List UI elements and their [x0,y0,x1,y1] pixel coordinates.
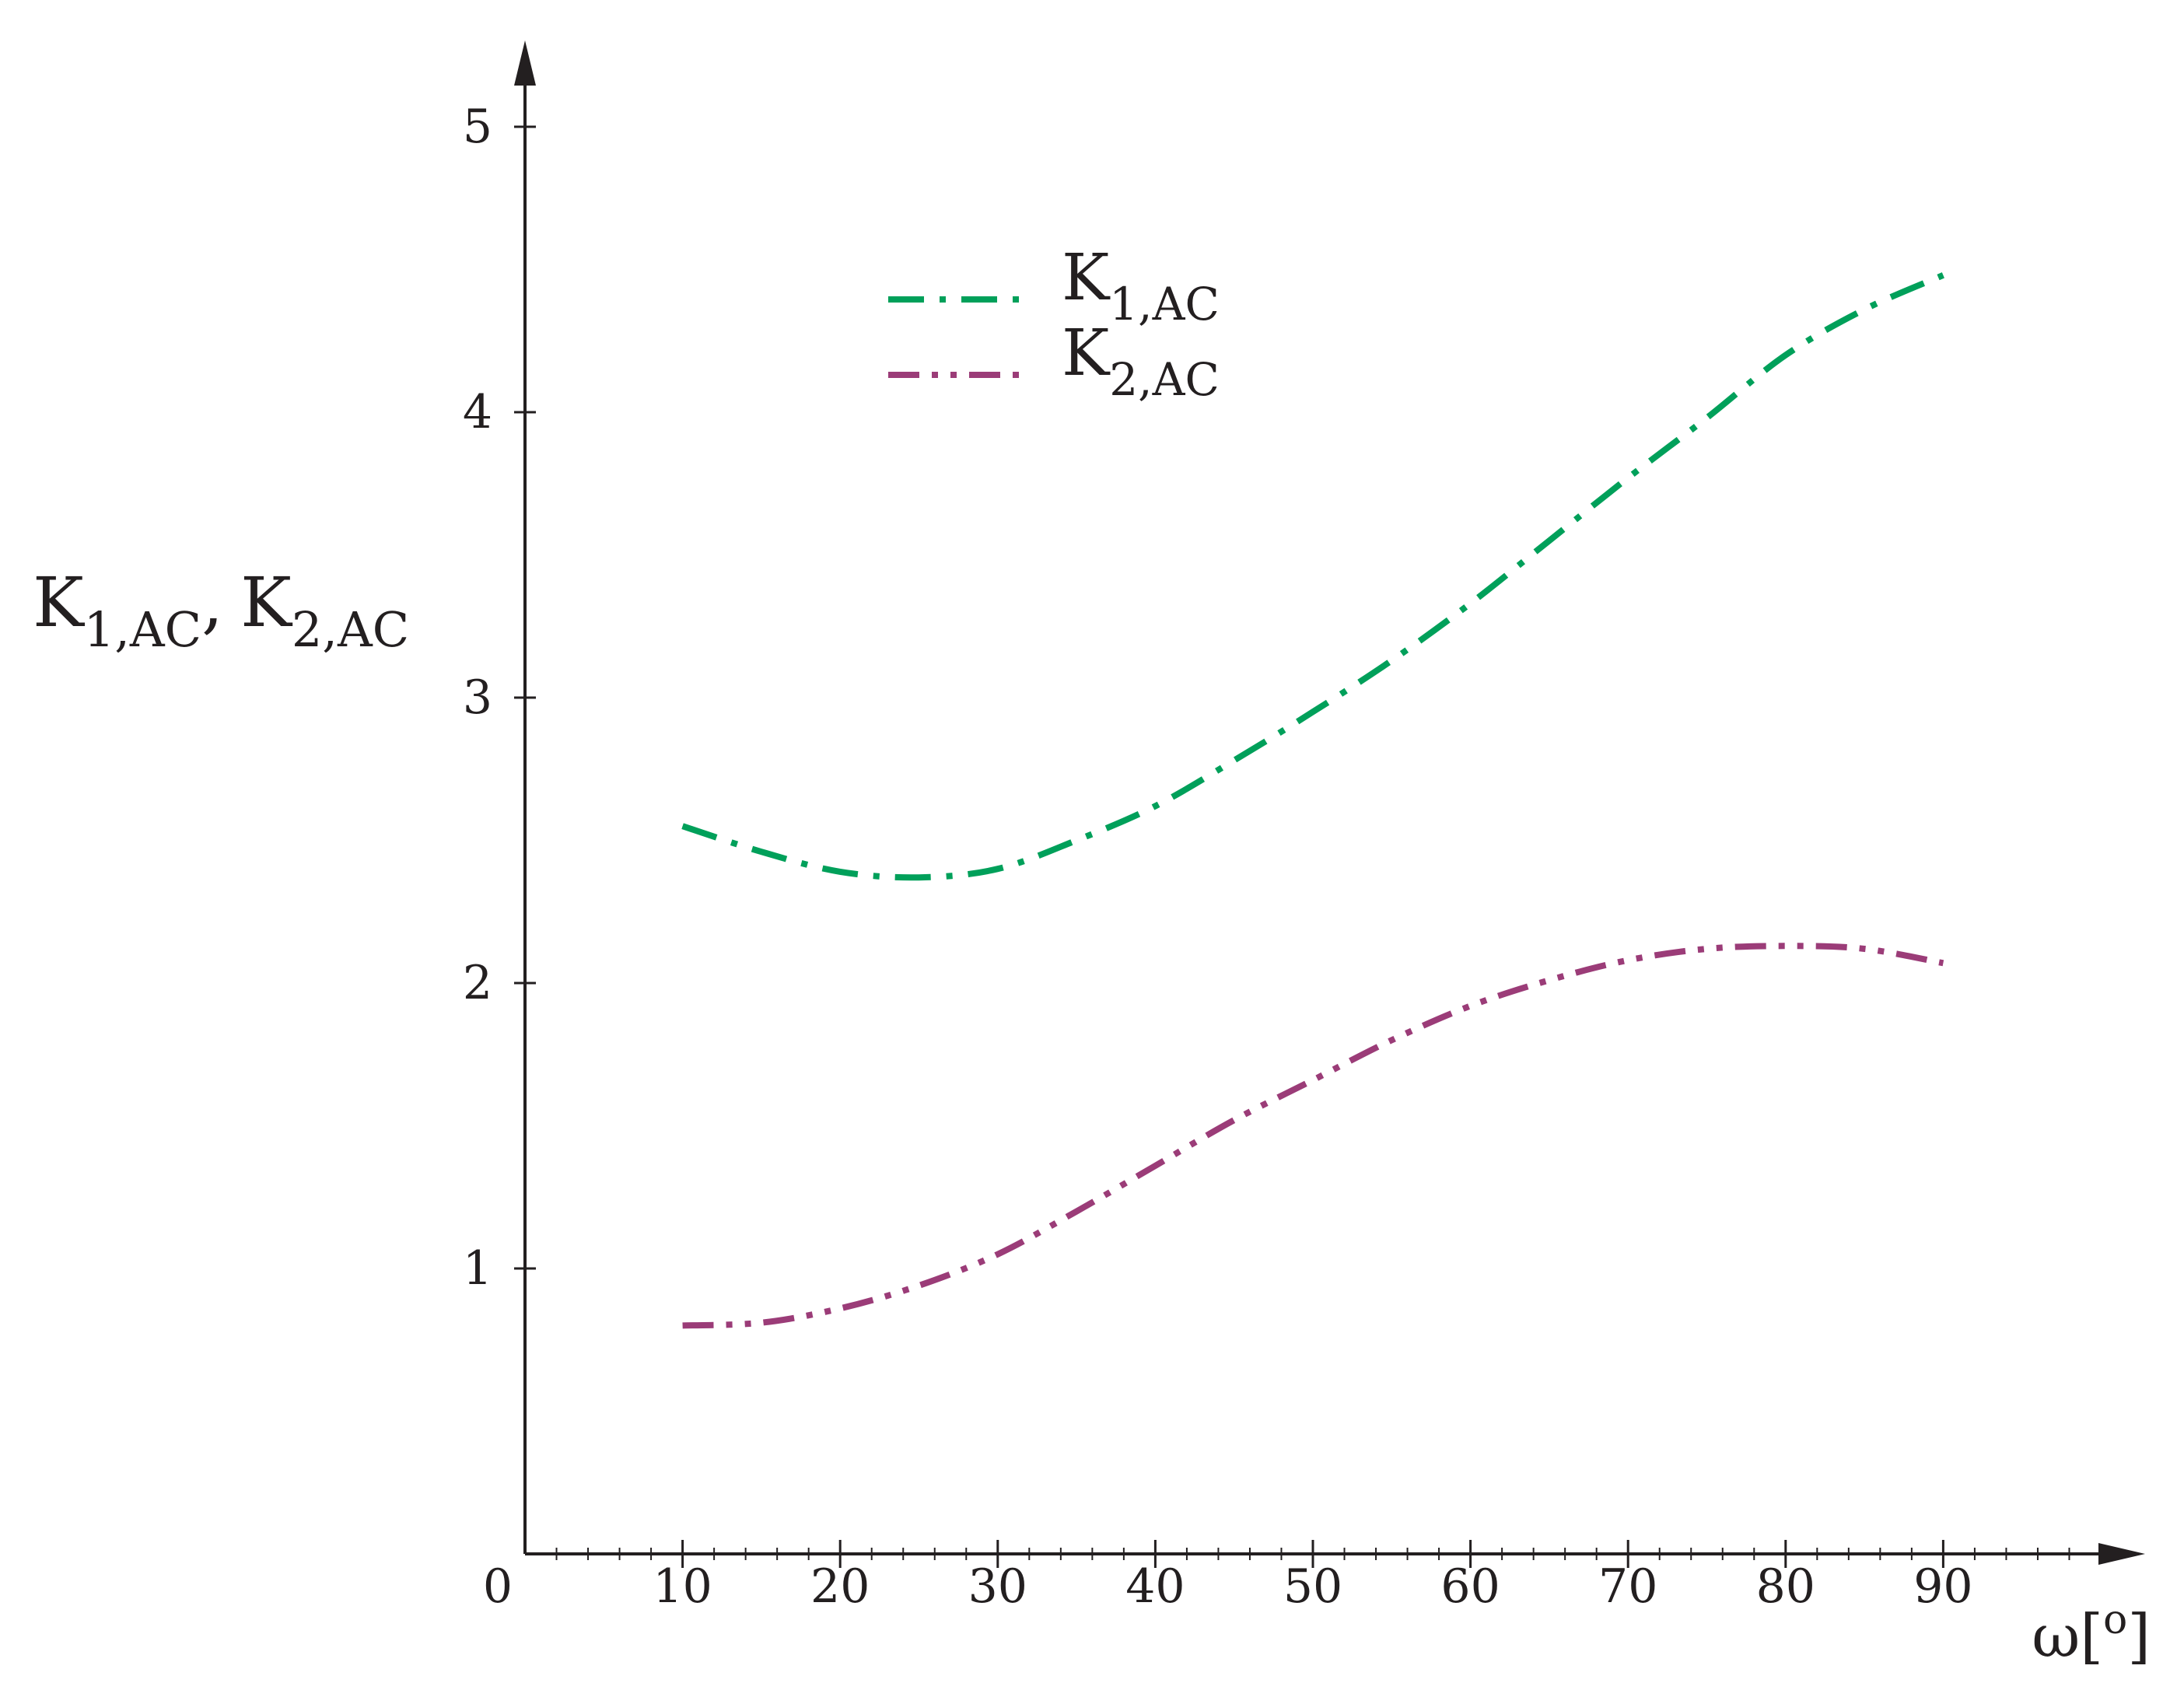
series-line-1 [681,272,1945,881]
y-tick-label: 5 [463,100,492,154]
x-axis-ticks: 10 20 30 40 50 60 70 80 90 [555,1540,2070,1614]
y-axis-ticks: 1 2 3 4 5 [463,100,536,1296]
legend-label-k1: K1,AC [1062,241,1220,331]
x-tick-label: 90 [1913,1559,1972,1614]
x-tick-label: 50 [1283,1559,1342,1614]
legend-label-k2: K2,AC [1062,317,1220,406]
x-axis-title: ω[o] [2032,1597,2151,1671]
x-tick-label: 80 [1756,1559,1815,1614]
legend: K1,AC K2,AC [888,241,1220,406]
x-axis-title-bracket-close: ] [2127,1601,2151,1671]
series-layer [681,272,1945,1329]
series-line-2 [682,943,1944,1329]
y-axis-title: K1,AC, K2,AC [33,562,409,658]
x-axis-title-unit: o [2103,1597,2127,1643]
x-axis-arrow-icon [2098,1543,2145,1565]
legend-label-k2-main: K [1062,317,1111,390]
legend-label-k1-main: K [1062,241,1111,315]
y-axis-title-k1: K [33,562,86,642]
x-axis-title-symbol: ω [2032,1601,2080,1671]
y-axis-title-k1-sub: 1,AC [84,601,201,658]
y-axis-title-separator: , [201,562,223,642]
x-tick-label: 60 [1440,1559,1500,1614]
origin-label: 0 [483,1559,513,1614]
y-axis-title-k2: K [240,562,293,642]
x-tick-label: 10 [653,1559,712,1614]
x-tick-label: 20 [810,1559,870,1614]
y-tick-label: 4 [463,385,492,439]
y-tick-label: 3 [463,670,492,725]
legend-label-k1-sub: 1,AC [1109,278,1220,331]
y-axis-title-k2-sub: 2,AC [292,601,409,658]
y-tick-label: 2 [463,956,492,1010]
x-axis-title-bracket-open: [ [2080,1601,2103,1671]
x-tick-label: 70 [1598,1559,1657,1614]
y-axis-arrow-icon [514,40,536,86]
x-tick-label: 40 [1125,1559,1185,1614]
legend-label-k2-sub: 2,AC [1109,353,1220,406]
y-tick-label: 1 [463,1241,492,1296]
x-tick-label: 30 [968,1559,1027,1614]
